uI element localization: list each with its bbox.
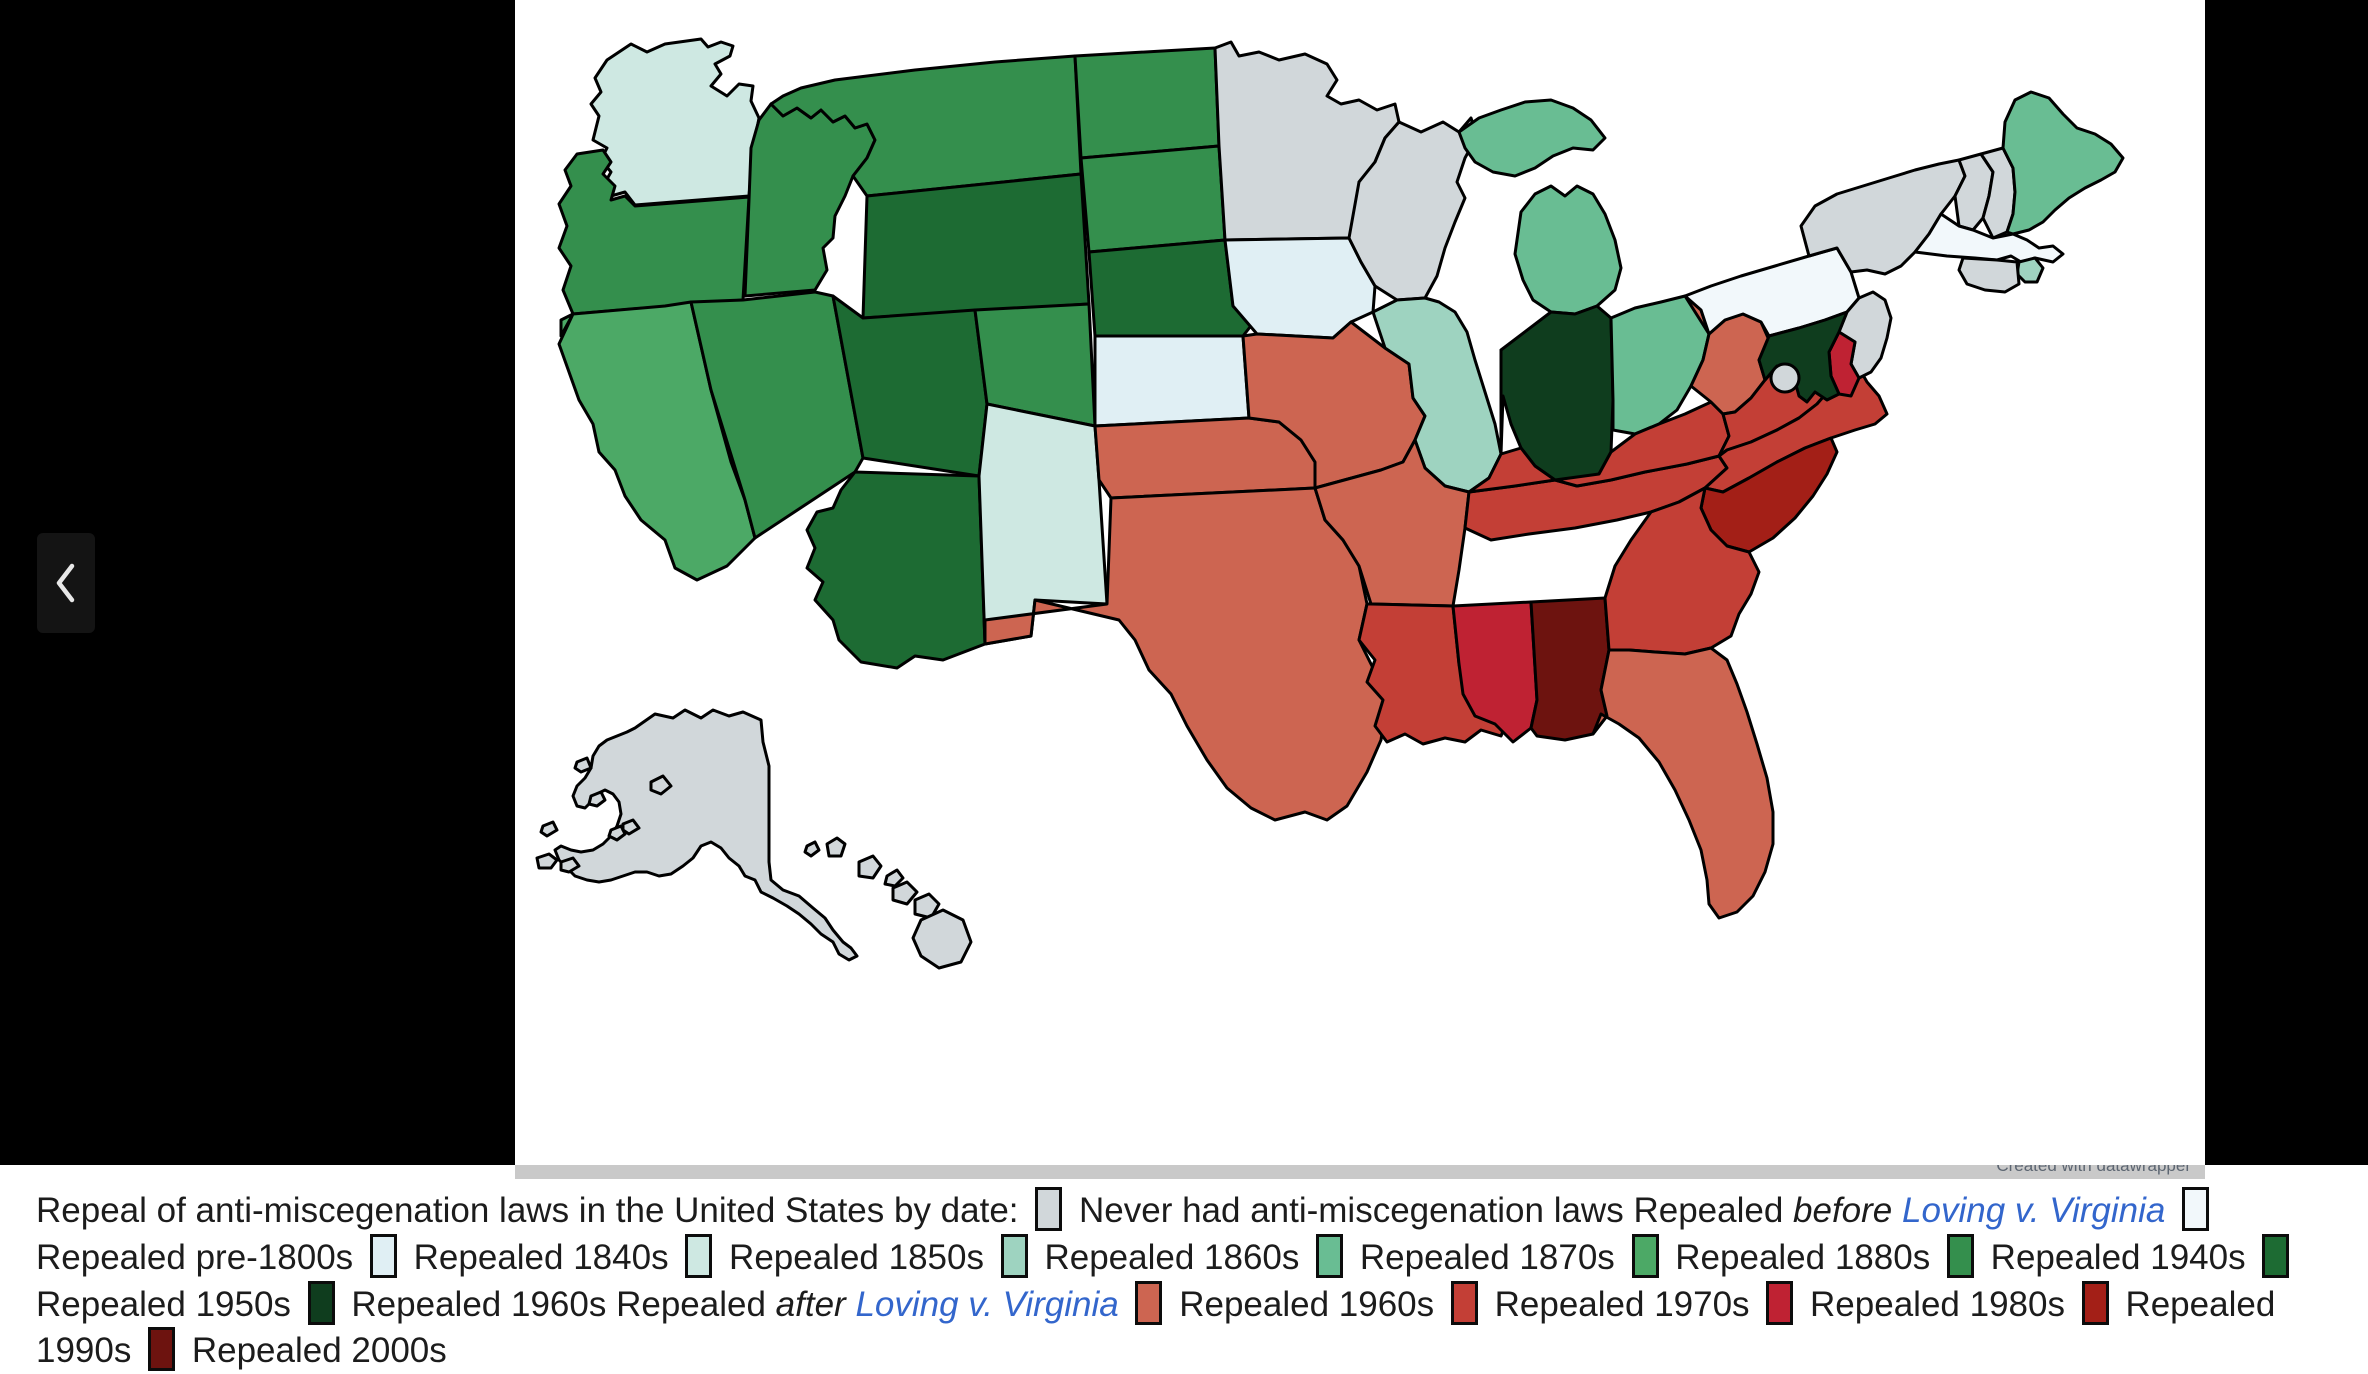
state-AR[interactable]: [1313, 438, 1471, 608]
legend-group-before-em: before: [1793, 1191, 1893, 1230]
caption-intro: Repeal of anti-miscegenation laws in the…: [36, 1191, 1019, 1230]
state-AL[interactable]: [1529, 596, 1611, 742]
state-ID[interactable]: [743, 102, 877, 298]
legend-label-1840s: Repealed 1840s: [413, 1237, 669, 1277]
figure-caption: Repeal of anti-miscegenation laws in the…: [0, 1179, 2368, 1372]
legend-label-1880s: Repealed 1880s: [1675, 1237, 1931, 1277]
state-MI-up[interactable]: [1457, 98, 1607, 178]
legend-swatch-1880s[interactable]: [1631, 1233, 1659, 1278]
state-HI-island-2: [803, 840, 821, 858]
state-AK-island-7: [573, 756, 593, 774]
legend-group-after-em: after: [775, 1284, 846, 1324]
legend-swatch-1970s[interactable]: [1450, 1280, 1478, 1325]
state-AK-island-8: [539, 820, 559, 838]
legend-label-1870s: Repealed 1870s: [1359, 1237, 1615, 1277]
state-RI[interactable]: [2015, 256, 2045, 284]
state-MI[interactable]: [1513, 184, 1623, 316]
legend-swatch-1990s[interactable]: [2081, 1280, 2109, 1325]
state-HI-island-4: [883, 868, 905, 888]
legend-group-after-label: Repealed: [616, 1284, 766, 1324]
legend-swatch-1980s[interactable]: [1766, 1280, 1794, 1325]
legend-group-after-link[interactable]: Loving v. Virginia: [855, 1284, 1119, 1324]
state-AK-island-3: [587, 790, 607, 808]
state-HI-island-3: [857, 854, 883, 880]
state-FL[interactable]: [1591, 646, 1775, 920]
legend-label-1860s: Repealed 1860s: [1044, 1237, 1300, 1277]
state-AK-island-5: [607, 824, 627, 842]
legend-swatch-pre1800s[interactable]: [2182, 1187, 2210, 1231]
attribution-text: Created with datawrapper: [1996, 1165, 2191, 1175]
legend-swatch-1870s[interactable]: [1316, 1233, 1344, 1278]
state-SD[interactable]: [1079, 144, 1227, 254]
legend-label-1980s: Repealed 1980s: [1810, 1284, 2065, 1324]
map-figure[interactable]: [515, 0, 2205, 1165]
state-HI-island-5: [891, 880, 919, 906]
legend-label-1940s: Repealed 1940s: [1990, 1237, 2246, 1277]
state-ND[interactable]: [1073, 46, 1221, 160]
state-HI-island-1: [825, 836, 847, 858]
previous-image-button[interactable]: [37, 533, 95, 633]
attribution-bar: Created with datawrapper: [515, 1165, 2205, 1179]
legend-swatch-1840s[interactable]: [369, 1233, 397, 1278]
legend-swatch-1960s-after[interactable]: [1135, 1280, 1163, 1325]
state-MT[interactable]: [769, 54, 1083, 198]
state-AK-island-6: [621, 818, 641, 836]
legend-label-pre1800s: Repealed pre-1800s: [36, 1237, 354, 1277]
state-AK-island-4: [649, 774, 673, 796]
state-AK-island-1: [535, 852, 559, 870]
letterbox-right: [2205, 0, 2368, 1165]
state-AK-island-2: [559, 856, 581, 874]
state-NV[interactable]: [689, 290, 865, 540]
state-HI-island-6: [913, 892, 941, 920]
legend-label-1970s: Repealed 1970s: [1494, 1284, 1750, 1324]
state-AZ[interactable]: [805, 470, 987, 670]
legend-swatch-1950s[interactable]: [2262, 1233, 2290, 1278]
state-ME[interactable]: [2001, 90, 2125, 236]
legend-label-1960s-after: Repealed 1960s: [1179, 1284, 1435, 1324]
legend-swatch-1860s[interactable]: [1000, 1233, 1028, 1278]
state-HI-island-7: [911, 908, 973, 970]
state-WY[interactable]: [861, 172, 1091, 320]
legend-swatch-2000s[interactable]: [148, 1327, 176, 1372]
legend-label-1850s: Repealed 1850s: [729, 1237, 984, 1277]
legend-swatch-1850s[interactable]: [685, 1233, 713, 1278]
state-KY[interactable]: [1467, 400, 1731, 494]
state-KS[interactable]: [1093, 334, 1251, 428]
district-of-columbia-marker[interactable]: [1769, 362, 1801, 394]
legend-group-before-label: Repealed: [1633, 1191, 1784, 1230]
state-WA[interactable]: [589, 37, 761, 207]
legend-swatch-1960s-before[interactable]: [307, 1280, 335, 1325]
state-AK[interactable]: [553, 708, 859, 962]
state-GA[interactable]: [1603, 486, 1761, 656]
legend-label-2000s: Repealed 2000s: [191, 1331, 447, 1371]
legend-label-never: Never had anti-miscegenation laws: [1078, 1191, 1624, 1230]
us-choropleth-map[interactable]: [515, 0, 2205, 1165]
state-CT[interactable]: [1957, 256, 2021, 294]
legend-swatch-1940s[interactable]: [1946, 1233, 1974, 1278]
chevron-left-icon: [56, 563, 75, 603]
state-WI[interactable]: [1347, 116, 1479, 302]
state-OK[interactable]: [1093, 416, 1317, 500]
legend-swatch-never[interactable]: [1035, 1187, 1063, 1231]
legend-group-before-link[interactable]: Loving v. Virginia: [1902, 1191, 2166, 1230]
legend-label-1960s-before: Repealed 1960s: [351, 1284, 607, 1324]
legend-label-1950s: Repealed 1950s: [36, 1284, 291, 1324]
